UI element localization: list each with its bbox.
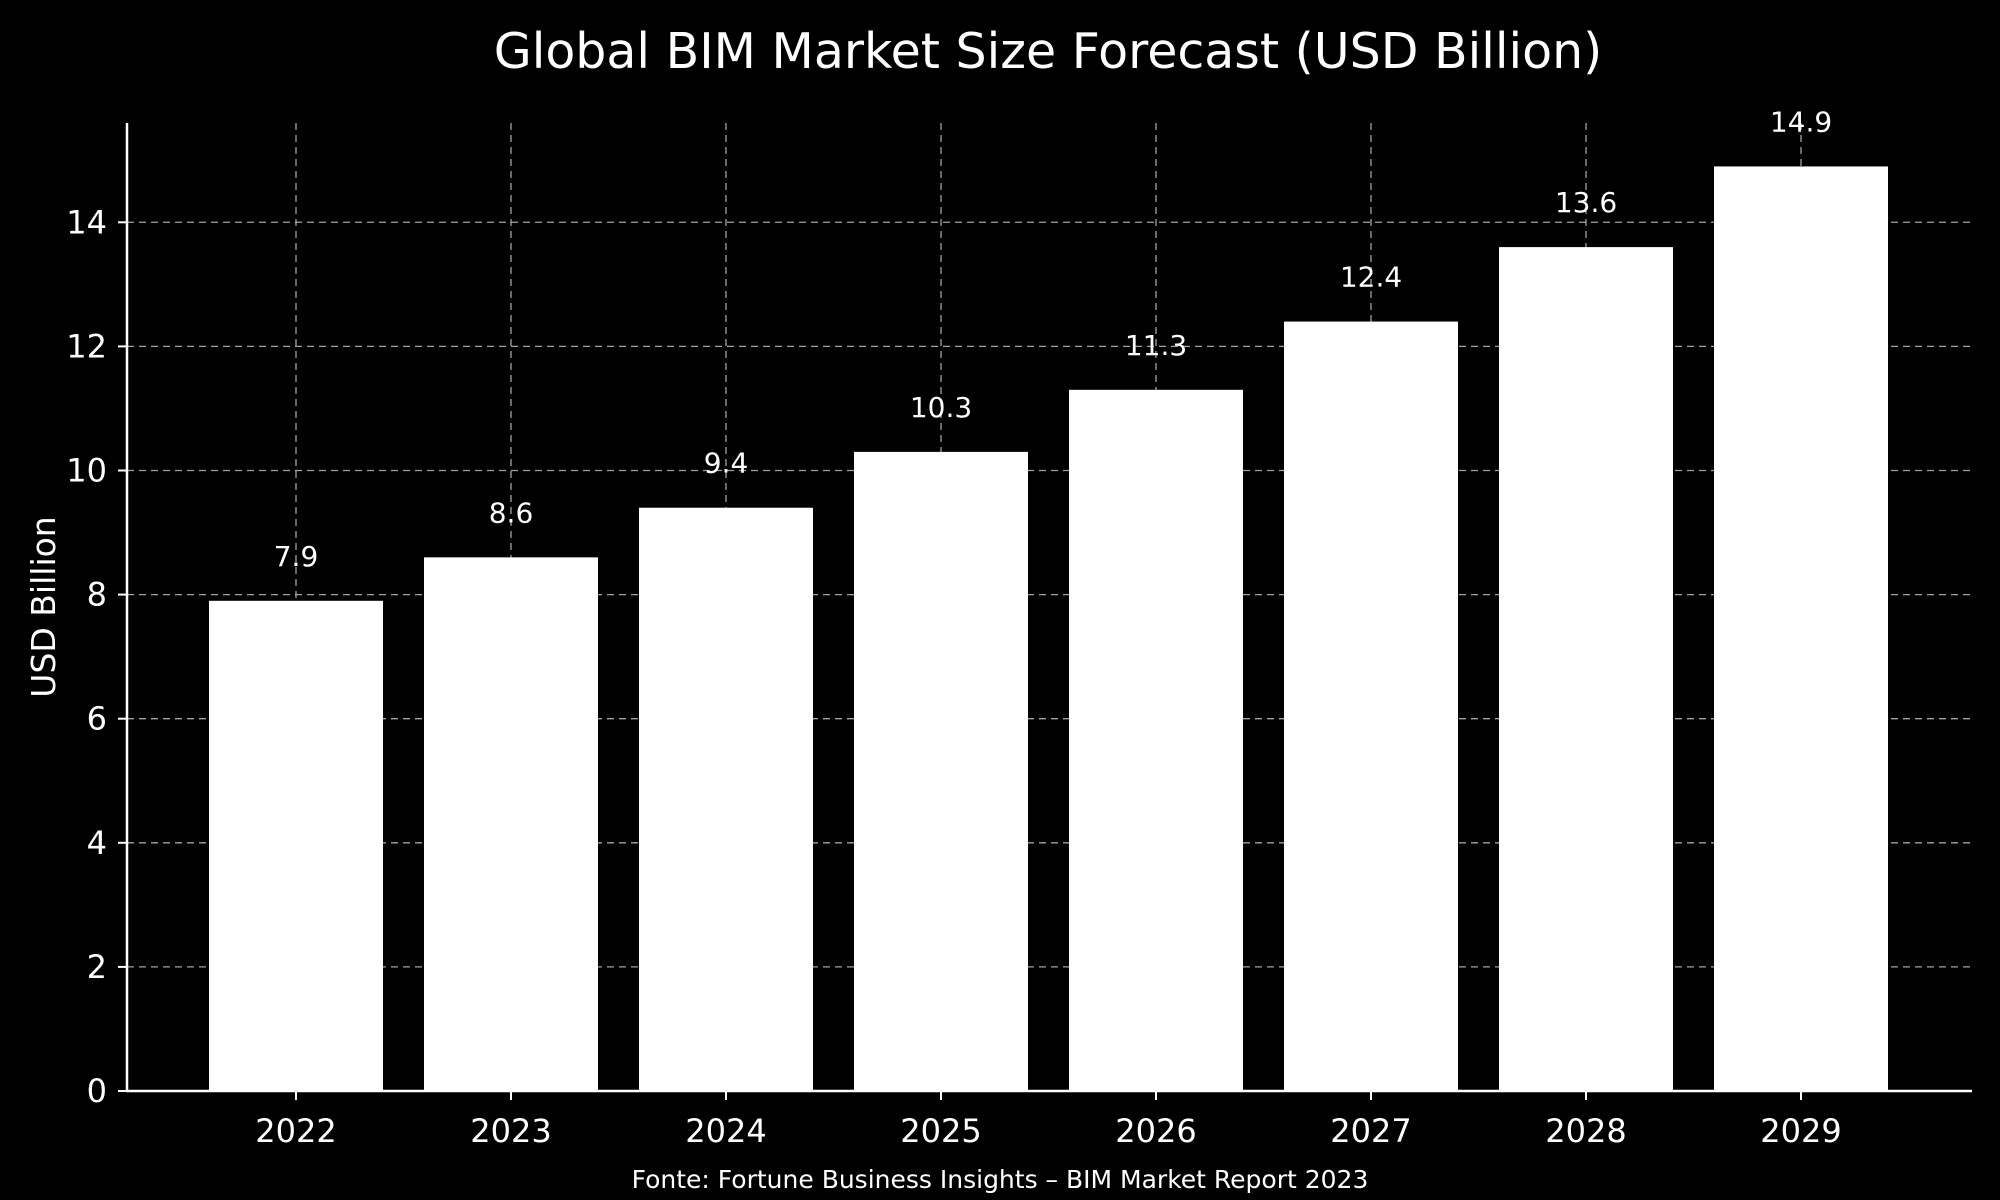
data-label: 13.6: [1555, 186, 1617, 219]
data-label: 9.4: [704, 447, 749, 480]
x-tick-label: 2023: [470, 1112, 551, 1150]
y-tick-label: 14: [66, 203, 107, 241]
y-tick-label: 4: [87, 824, 107, 862]
data-label: 7.9: [274, 540, 319, 573]
y-axis-label: USD Billion: [24, 516, 63, 697]
data-label: 14.9: [1770, 105, 1832, 138]
bar: [209, 600, 383, 1091]
y-tick-label: 0: [87, 1072, 107, 1110]
bar: [1499, 247, 1673, 1092]
source-note: Fonte: Fortune Business Insights – BIM M…: [632, 1165, 1369, 1194]
x-tick-label: 2028: [1545, 1112, 1626, 1150]
y-tick-label: 8: [87, 576, 107, 614]
x-tick-label: 2026: [1115, 1112, 1196, 1150]
bars: [209, 166, 1888, 1092]
y-ticks: 0 2 4 6 8 10 12 14: [66, 203, 127, 1110]
bar: [424, 557, 598, 1091]
data-labels: 7.9 8.6 9.4 10.3 11.3 12.4 13.6 14.9: [274, 105, 1832, 572]
bar: [854, 451, 1028, 1091]
data-label: 10.3: [910, 391, 972, 424]
y-tick-label: 2: [87, 948, 107, 986]
y-tick-label: 6: [87, 700, 107, 738]
axes: [125, 123, 1972, 1093]
grid-lines: [127, 123, 1972, 1091]
bar: [1069, 389, 1243, 1091]
data-label: 12.4: [1340, 261, 1402, 294]
x-tick-label: 2022: [255, 1112, 336, 1150]
bar: [1714, 166, 1888, 1091]
bar: [1284, 321, 1458, 1092]
x-tick-label: 2027: [1330, 1112, 1411, 1150]
data-label: 8.6: [489, 496, 534, 529]
x-ticks: 2022 2023 2024 2025 2026 2027 2028 2029: [255, 1091, 1842, 1150]
bar: [639, 507, 813, 1091]
data-label: 11.3: [1125, 329, 1187, 362]
x-tick-label: 2029: [1760, 1112, 1841, 1150]
x-tick-label: 2025: [900, 1112, 981, 1150]
chart-title: Global BIM Market Size Forecast (USD Bil…: [494, 23, 1603, 80]
y-tick-label: 12: [66, 327, 107, 365]
y-tick-label: 10: [66, 451, 107, 489]
x-tick-label: 2024: [685, 1112, 766, 1150]
